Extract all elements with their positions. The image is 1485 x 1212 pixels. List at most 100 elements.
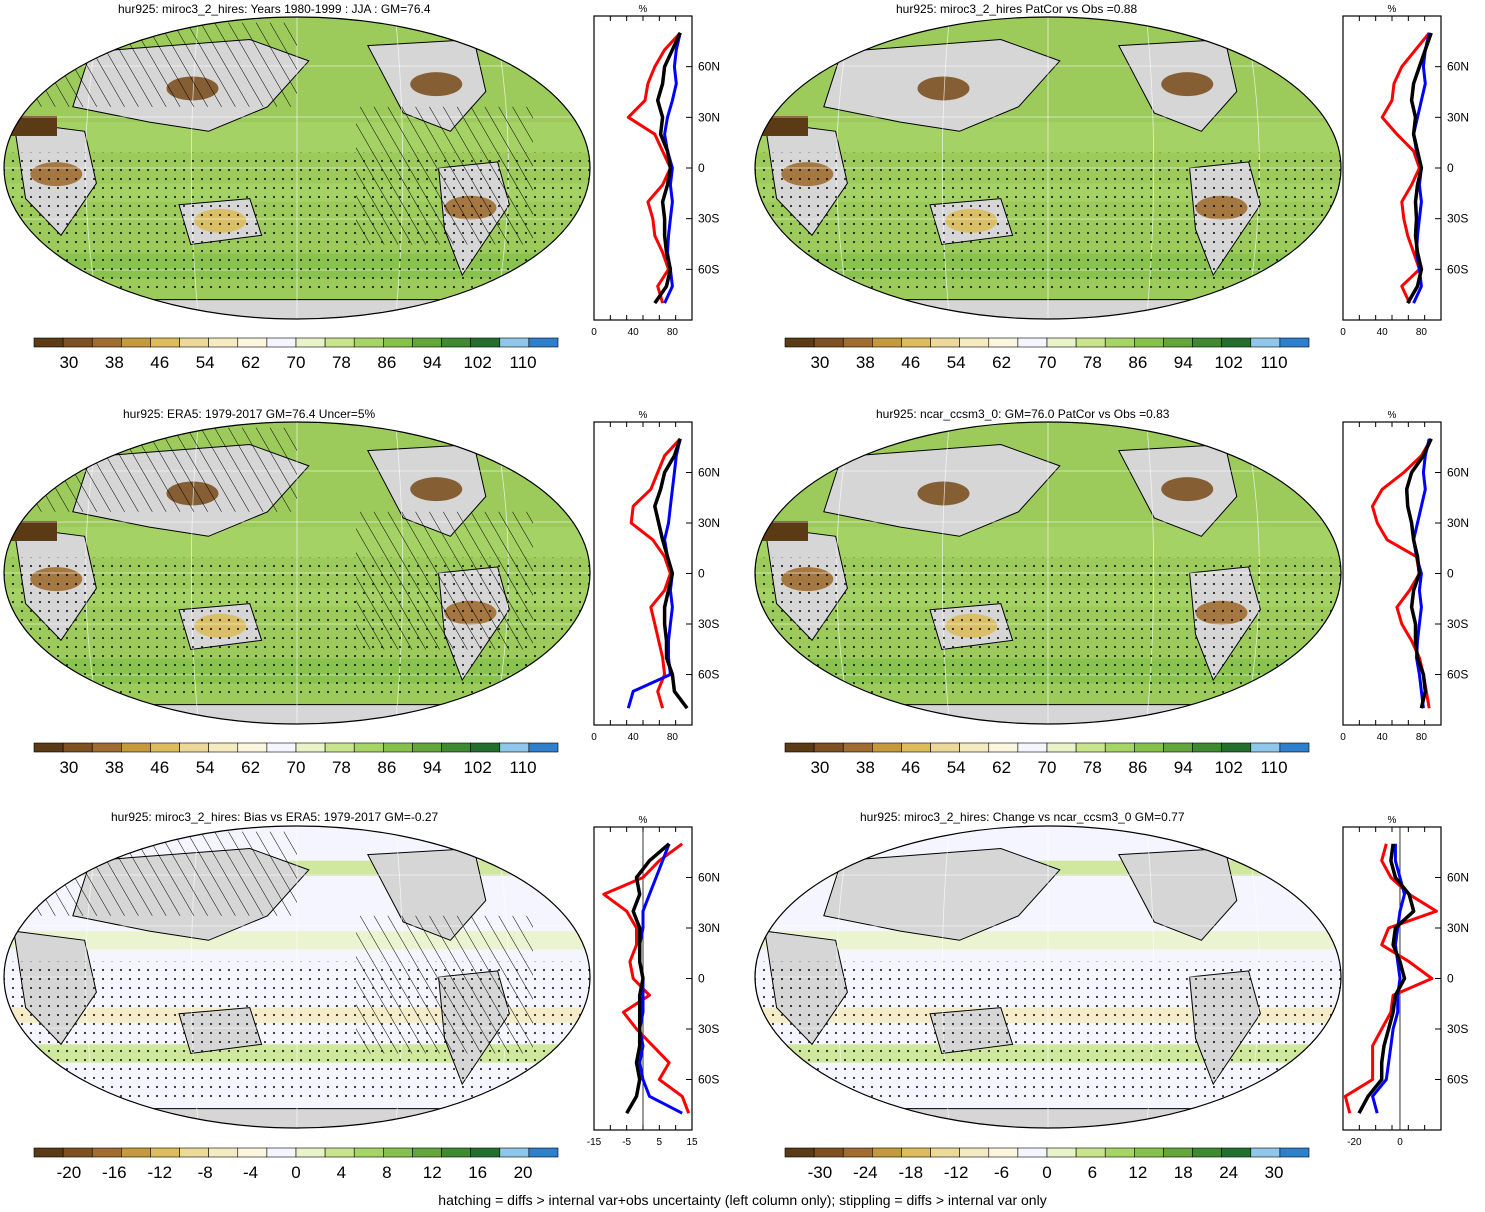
colorbar-swatch xyxy=(1279,1147,1310,1158)
colorbar-label: 78 xyxy=(1083,353,1102,372)
colorbar-swatch xyxy=(784,337,815,348)
colorbar-swatch xyxy=(295,742,326,753)
colorbar-label: 46 xyxy=(901,758,920,777)
colorbar-swatch xyxy=(470,337,501,348)
colorbar-swatch xyxy=(1075,742,1106,753)
map-hatching xyxy=(31,22,297,107)
profile-xtick-label: 5 xyxy=(657,1137,663,1148)
colorbar-swatch xyxy=(208,1147,239,1158)
map-dry-region xyxy=(755,520,808,541)
colorbar-swatch xyxy=(1046,742,1077,753)
profile-lat-label: 60N xyxy=(1447,871,1469,885)
colorbar-label: 78 xyxy=(1083,758,1102,777)
colorbar-swatch xyxy=(295,1147,326,1158)
colorbar-label: 102 xyxy=(463,758,491,777)
colorbar-5: -20 -16 -12 -8 -4 0 4 8 12 16 20 xyxy=(33,1147,559,1182)
colorbar-label: 110 xyxy=(1261,758,1288,777)
map-dry-region xyxy=(410,477,463,502)
colorbar-swatch xyxy=(266,1147,297,1158)
profile-lat-label: 0 xyxy=(1447,567,1454,581)
map-outline xyxy=(3,421,591,725)
colorbar-swatch xyxy=(959,337,990,348)
map-dry-region xyxy=(755,115,808,136)
colorbar-swatch xyxy=(62,742,93,753)
colorbar-label: 0 xyxy=(1042,1163,1051,1182)
colorbar-swatch xyxy=(1250,742,1281,753)
colorbar-label: 4 xyxy=(337,1163,346,1182)
colorbar-swatch xyxy=(179,742,209,753)
profile-series-ens xyxy=(1404,438,1433,709)
profile-series-model xyxy=(1380,31,1431,304)
map-hatching xyxy=(31,831,297,916)
colorbar-swatch xyxy=(842,337,873,348)
colorbar-swatch xyxy=(959,742,990,753)
profile-lat-label: 30N xyxy=(1447,921,1469,935)
profile-series-obs xyxy=(1412,438,1431,709)
profile-xtick-label: 0 xyxy=(1397,1137,1403,1148)
colorbar-swatch xyxy=(33,337,64,348)
colorbar-swatch xyxy=(383,1147,413,1158)
map-6 xyxy=(754,825,1342,1129)
colorbar-label: 102 xyxy=(1214,353,1242,372)
colorbar-label: 46 xyxy=(901,353,920,372)
colorbar-label: 102 xyxy=(463,353,491,372)
colorbar-swatch xyxy=(842,742,873,753)
colorbar-swatch xyxy=(1134,337,1164,348)
map-outline xyxy=(3,16,591,320)
map-hatching xyxy=(356,106,533,245)
colorbar-label: 86 xyxy=(377,353,396,372)
profile-lat-label: 60N xyxy=(1447,60,1469,74)
profile-xtick-label: 15 xyxy=(686,1137,698,1148)
profile-xtick-label: -5 xyxy=(622,1137,631,1148)
colorbar-swatch xyxy=(528,1147,559,1158)
colorbar-label: 8 xyxy=(382,1163,391,1182)
colorbar-swatch xyxy=(1046,337,1077,348)
panel-title-5: hur925: miroc3_2_hires: Bias vs ERA5: 19… xyxy=(111,810,439,824)
profile-6: % -20 0 60N 30N 0 30S 60S xyxy=(1342,815,1469,1148)
colorbar-1: 30 38 46 54 62 70 78 86 94 102 110 xyxy=(33,337,559,372)
map-4 xyxy=(754,421,1342,725)
colorbar-swatch xyxy=(62,337,93,348)
profile-unit: % xyxy=(1388,4,1397,15)
map-hatching xyxy=(356,511,533,650)
profile-series-model xyxy=(1343,843,1438,1114)
profile-xtick-label: 80 xyxy=(1416,327,1428,338)
colorbar-swatch xyxy=(353,742,384,753)
profile-lat-label: 30N xyxy=(698,516,720,530)
colorbar-swatch xyxy=(1017,337,1048,348)
colorbar-swatch xyxy=(1192,742,1222,753)
colorbar-label: 94 xyxy=(1174,353,1193,372)
colorbar-label: 86 xyxy=(1128,353,1147,372)
colorbar-label: 38 xyxy=(856,758,875,777)
colorbar-swatch xyxy=(528,742,559,753)
profile-lat-label: 60S xyxy=(1447,668,1468,682)
colorbar-swatch xyxy=(179,1147,209,1158)
profile-lat-label: 0 xyxy=(1447,161,1454,175)
colorbar-label: 78 xyxy=(332,758,351,777)
colorbar-swatch xyxy=(1046,1147,1077,1158)
profile-xtick-label: 80 xyxy=(667,327,679,338)
profile-xtick-label: 80 xyxy=(1416,732,1428,743)
profile-xtick-label: 0 xyxy=(591,732,597,743)
map-outline xyxy=(754,421,1342,725)
profile-xtick-label: 40 xyxy=(1377,732,1389,743)
colorbar-swatch xyxy=(324,337,355,348)
profile-unit: % xyxy=(1388,815,1397,826)
colorbar-6: -30 -24 -18 -12 -6 0 6 12 18 24 30 xyxy=(784,1147,1310,1182)
colorbar-swatch xyxy=(872,337,902,348)
colorbar-label: 86 xyxy=(1128,758,1147,777)
colorbar-swatch xyxy=(988,1147,1019,1158)
profile-lat-label: 30S xyxy=(698,617,719,631)
colorbar-swatch xyxy=(324,742,355,753)
colorbar-swatch xyxy=(91,1147,122,1158)
profile-lat-label: 30S xyxy=(1447,1022,1468,1036)
profile-series-ens xyxy=(653,438,689,710)
profile-lat-label: 30N xyxy=(1447,516,1469,530)
colorbar-swatch xyxy=(412,742,442,753)
colorbar-swatch xyxy=(1017,742,1048,753)
colorbar-swatch xyxy=(1075,1147,1106,1158)
colorbar-swatch xyxy=(121,337,151,348)
profile-series-ens xyxy=(1406,32,1433,304)
colorbar-swatch xyxy=(872,1147,902,1158)
colorbar-label: 62 xyxy=(992,758,1011,777)
